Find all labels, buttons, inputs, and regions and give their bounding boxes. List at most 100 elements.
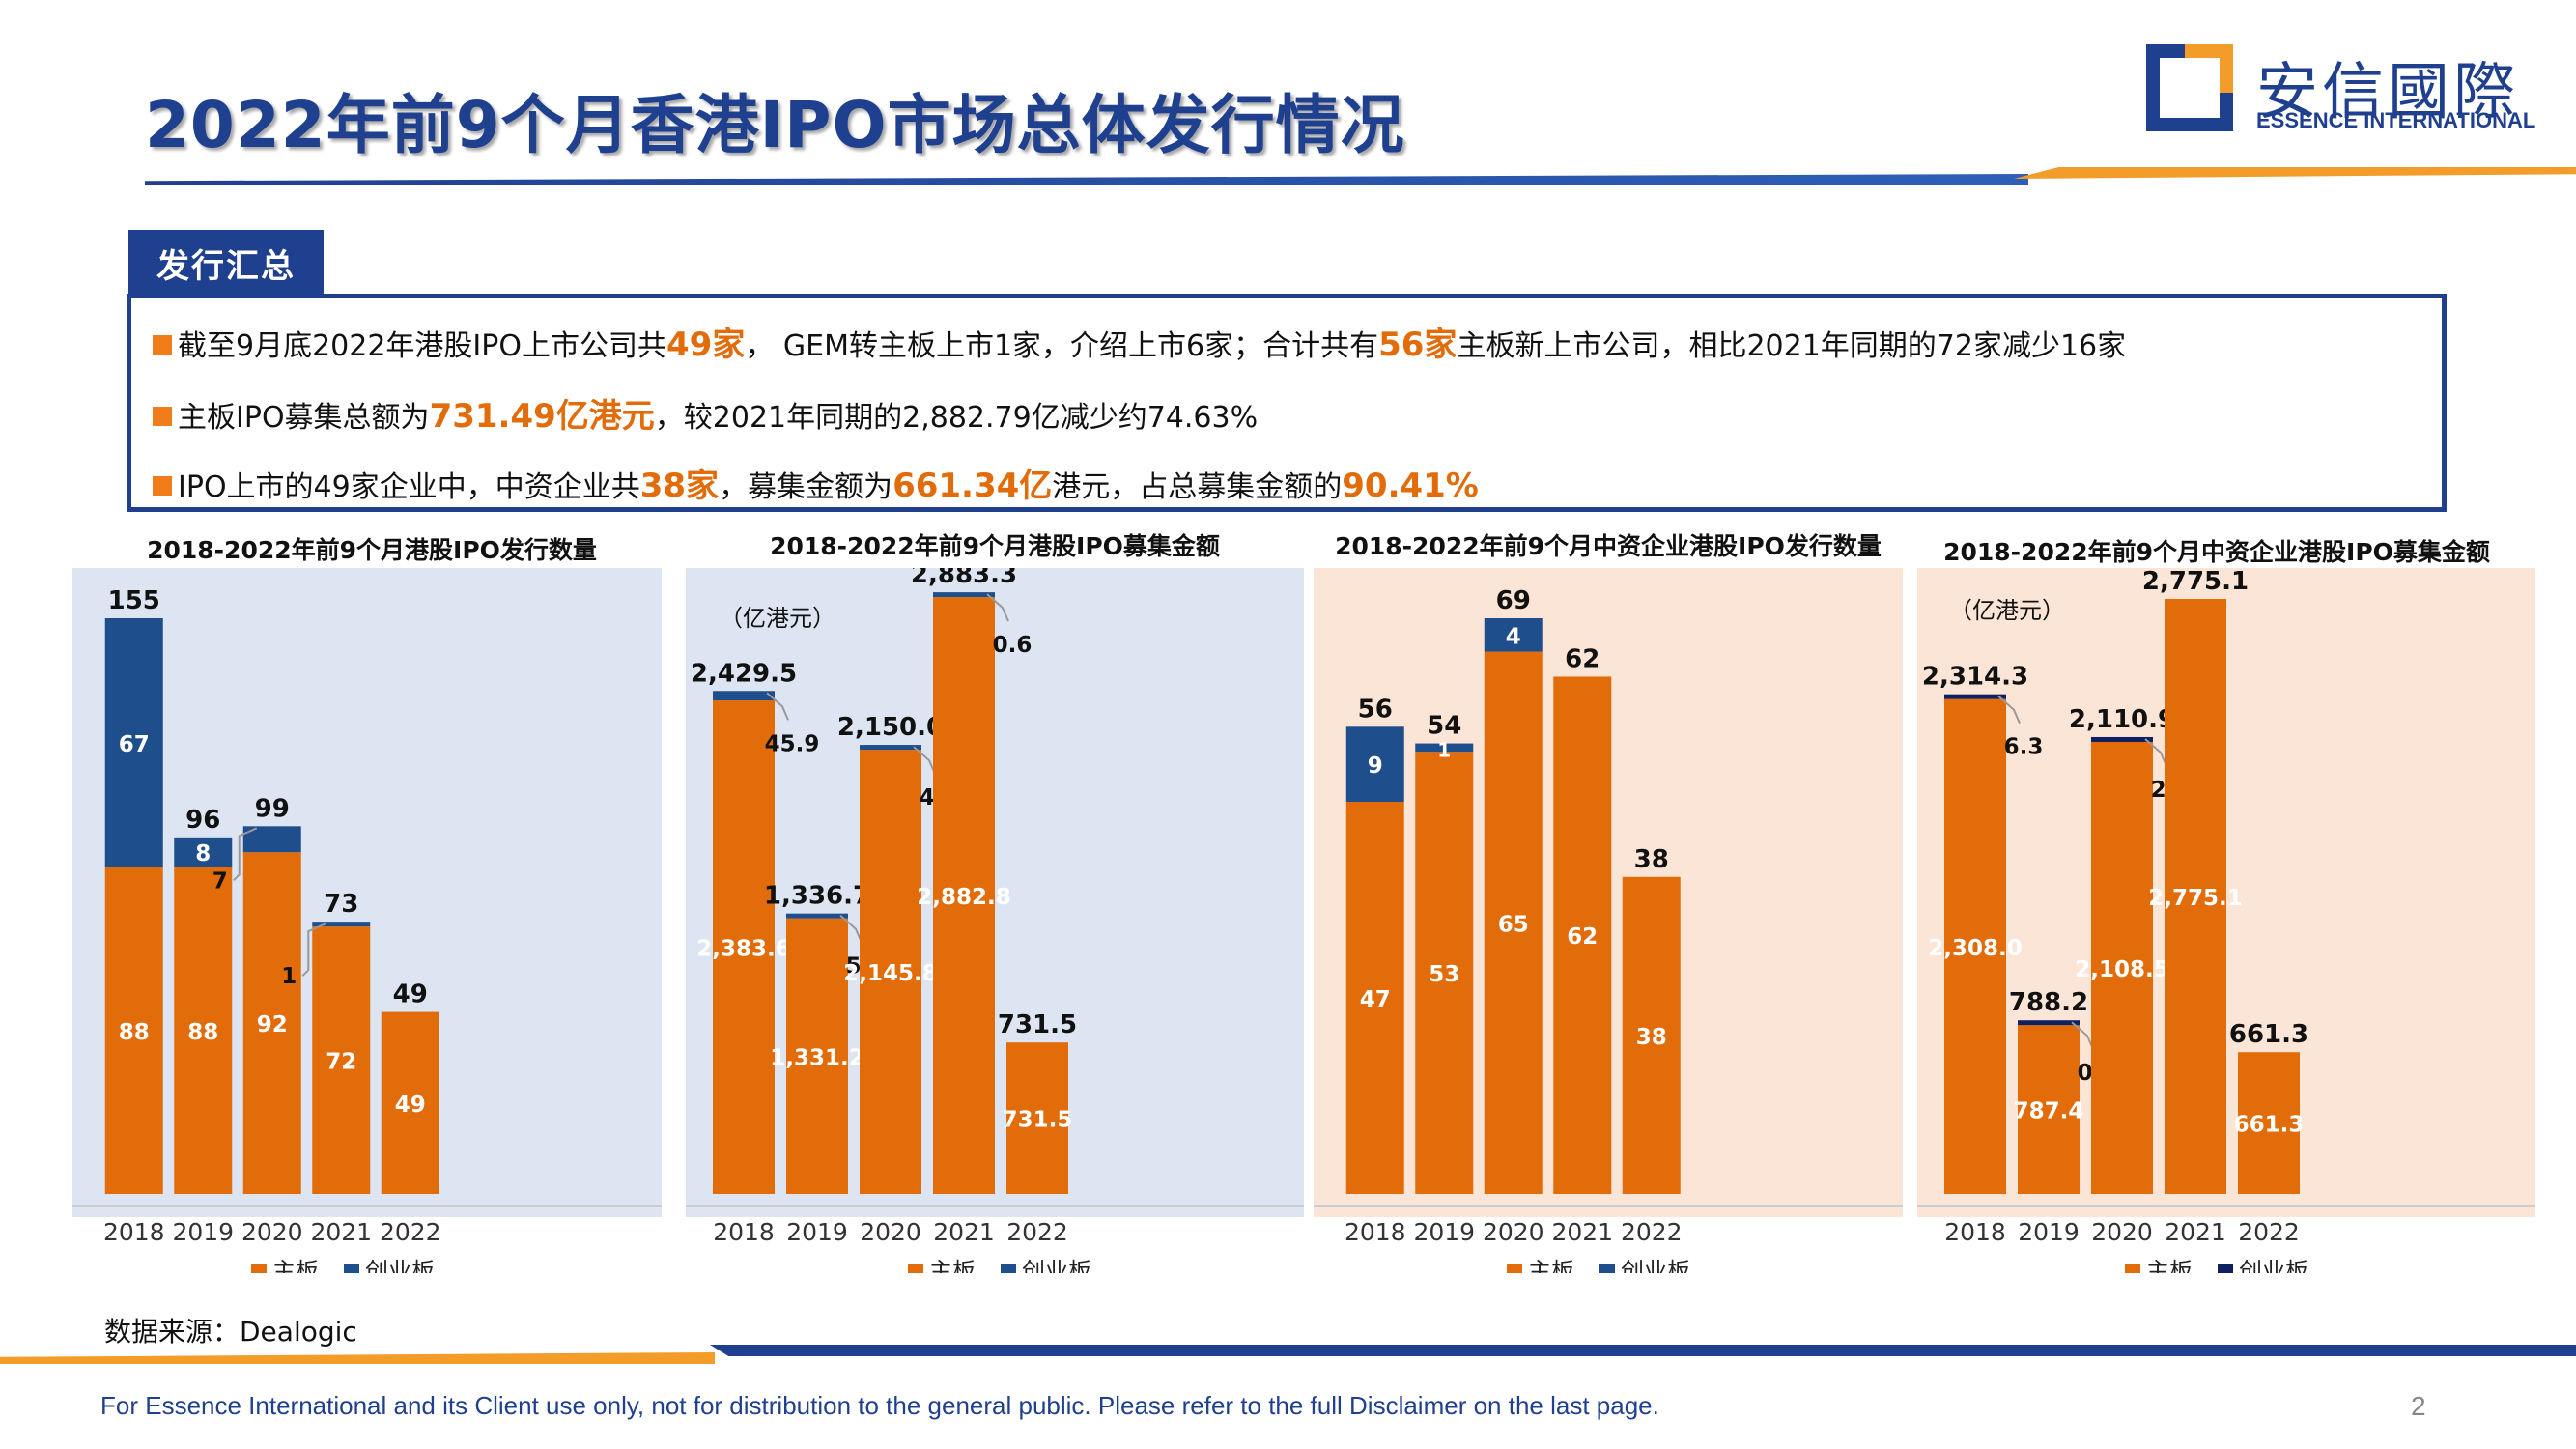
chart-title-4: 2018-2022年前9个月中资企业港股IPO募集金额 <box>1917 533 2516 568</box>
bar-label-main: 53 <box>1429 962 1459 987</box>
bar-label-main: 88 <box>187 1020 218 1045</box>
bar-label-main: 2,383.6 <box>696 937 791 962</box>
bar-label-main: 2,108.5 <box>2075 957 2169 982</box>
bar-label-gem: 8 <box>195 841 211 867</box>
x-tick-label: 2021 <box>1551 1218 1613 1246</box>
bar-total-label: 96 <box>185 806 220 835</box>
bullet-icon <box>153 407 172 426</box>
bar-total-label: 1,336.7 <box>764 882 870 911</box>
top-rule-orange <box>2014 167 2576 179</box>
legend-label-main: 主板 <box>1528 1258 1574 1273</box>
legend-label-gem: 创业板 <box>1022 1258 1091 1273</box>
highlight: 38家 <box>640 467 719 505</box>
bottom-rule-blue <box>710 1345 2576 1356</box>
bar-gem <box>933 592 995 597</box>
unit-label-4: （亿港元） <box>1949 591 2065 625</box>
highlight: 56家 <box>1378 326 1457 364</box>
bar-total-label: 2,429.5 <box>691 659 797 688</box>
bar-label-main: 47 <box>1360 987 1391 1012</box>
text: ， GEM转主板上市1家，介绍上市6家；合计共有 <box>745 329 1378 363</box>
text: 港元，占总募集金额的 <box>1052 470 1342 504</box>
highlight: 90.41% <box>1342 467 1479 505</box>
legend-swatch-gem <box>1001 1264 1016 1273</box>
bar-label-gem: 6.3 <box>2004 735 2044 760</box>
bar-label-main: 65 <box>1498 912 1529 937</box>
legend-label-main: 主板 <box>2146 1258 2193 1273</box>
legend-label-main: 主板 <box>272 1258 319 1273</box>
bar-total-label: 99 <box>255 794 290 823</box>
x-tick-label: 2020 <box>241 1218 303 1246</box>
page-number: 2 <box>2411 1391 2426 1422</box>
chart-title-3: 2018-2022年前9个月中资企业港股IPO发行数量 <box>1309 527 1908 562</box>
bar-total-label: 69 <box>1496 586 1531 615</box>
data-source: 数据来源：Dealogic <box>104 1311 357 1350</box>
bar-label-gem: 1 <box>1437 739 1451 762</box>
bar-gem <box>2018 1020 2080 1025</box>
disclaimer-footer: For Essence International and its Client… <box>100 1391 1659 1421</box>
x-tick-label: 2018 <box>1345 1218 1406 1246</box>
summary-tab: 发行汇总 <box>128 230 324 296</box>
bar-label-gem: 67 <box>119 732 150 757</box>
bar-gem <box>860 745 921 750</box>
bar-label-main: 661.3 <box>2234 1113 2305 1138</box>
chart-ipo-count: 8867155201888896201992799202072173202149… <box>72 568 662 1273</box>
bar-total-label: 54 <box>1427 712 1461 741</box>
x-tick-label: 2019 <box>1413 1218 1475 1246</box>
x-tick-label: 2021 <box>2165 1218 2226 1246</box>
bar-label-main: 88 <box>119 1020 150 1045</box>
x-tick-label: 2022 <box>1621 1218 1683 1246</box>
x-tick-label: 2021 <box>933 1218 995 1246</box>
bar-total-label: 2,110.9 <box>2069 705 2175 734</box>
legend-swatch-main <box>251 1264 267 1273</box>
highlight: 731.49亿港元 <box>430 397 655 436</box>
chart-chinese-ipo-count: 4795620185315420196546920206262202138382… <box>1314 568 1903 1273</box>
summary-box: 截至9月底2022年港股IPO上市公司共49家， GEM转主板上市1家，介绍上市… <box>127 294 2447 512</box>
bullet-icon <box>153 476 172 496</box>
legend-label-gem: 创业板 <box>365 1258 435 1273</box>
bar-label-main: 2,775.1 <box>2148 886 2243 911</box>
bar-label-gem: 1 <box>281 964 297 989</box>
x-tick-label: 2018 <box>713 1218 775 1246</box>
x-tick-label: 2021 <box>310 1218 372 1246</box>
bar-total-label: 2,883.3 <box>911 568 1017 589</box>
bar-total-label: 73 <box>324 890 358 919</box>
text: 主板IPO募集总额为 <box>178 401 430 435</box>
x-tick-label: 2022 <box>2238 1218 2300 1246</box>
chart-chinese-ipo-amount: 2,308.06.32,314.32018787.40.8788.220192,… <box>1917 568 2535 1273</box>
chart-title-1: 2018-2022年前9个月港股IPO发行数量 <box>72 531 671 566</box>
bottom-rule-orange <box>0 1352 715 1364</box>
bar-total-label: 38 <box>1634 845 1669 874</box>
highlight: 49家 <box>666 326 745 364</box>
bar-label-main: 1,331.2 <box>770 1045 864 1070</box>
bar-total-label: 2,150.0 <box>837 713 944 742</box>
legend-swatch-main <box>1507 1264 1522 1273</box>
logo-mark-icon <box>2146 44 2233 131</box>
x-tick-label: 2018 <box>103 1218 165 1246</box>
legend-label-gem: 创业板 <box>2239 1258 2308 1273</box>
legend-swatch-gem <box>344 1264 359 1273</box>
bar-label-main: 2,308.0 <box>1928 936 2023 961</box>
legend-label-gem: 创业板 <box>1621 1258 1690 1273</box>
logo-text-en: ESSENCE INTERNATIONAL <box>2256 108 2535 133</box>
bar-label-gem: 0.6 <box>993 633 1033 658</box>
company-logo: 安信國際 ESSENCE INTERNATIONAL <box>2146 44 2552 141</box>
text: 截至9月底2022年港股IPO上市公司共 <box>178 329 666 363</box>
bar-total-label: 731.5 <box>998 1010 1077 1039</box>
bar-label-main: 38 <box>1636 1025 1667 1050</box>
legend-swatch-main <box>908 1264 923 1273</box>
top-rule-blue <box>145 174 2028 185</box>
x-tick-label: 2022 <box>1006 1218 1068 1246</box>
text: IPO上市的49家企业中，中资企业共 <box>178 470 640 504</box>
x-tick-label: 2018 <box>1944 1218 2006 1246</box>
summary-line-3: IPO上市的49家企业中，中资企业共38家，募集金额为661.34亿港元，占总募… <box>153 459 1479 506</box>
bar-label-main: 731.5 <box>1003 1108 1073 1133</box>
chart-ipo-amount: 2,383.645.92,429.520181,331.25.61,336.72… <box>686 568 1304 1273</box>
bar-gem <box>1944 695 2006 699</box>
x-tick-label: 2019 <box>2018 1218 2080 1246</box>
bar-total-label: 155 <box>108 586 160 615</box>
bar-label-main: 787.4 <box>2014 1099 2084 1124</box>
text: 主板新上市公司，相比2021年同期的72家减少16家 <box>1457 329 2126 363</box>
bar-label-main: 49 <box>395 1093 426 1118</box>
highlight: 661.34亿 <box>892 467 1052 505</box>
unit-label-2: （亿港元） <box>720 599 835 633</box>
